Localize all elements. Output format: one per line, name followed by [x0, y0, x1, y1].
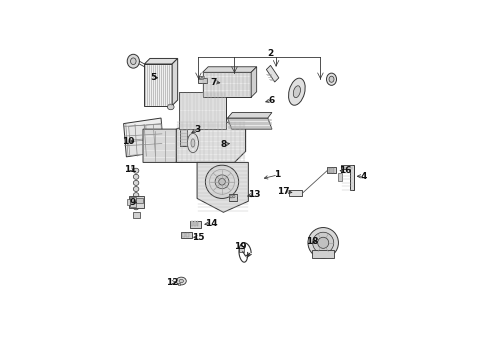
- Bar: [194, 221, 196, 226]
- Ellipse shape: [191, 139, 195, 147]
- Text: 8: 8: [220, 140, 226, 149]
- Bar: [179, 92, 226, 129]
- Bar: [181, 232, 192, 238]
- Ellipse shape: [308, 228, 339, 258]
- Ellipse shape: [133, 193, 139, 198]
- Text: 6: 6: [269, 95, 275, 104]
- Ellipse shape: [205, 165, 239, 198]
- Ellipse shape: [233, 195, 235, 198]
- Ellipse shape: [318, 237, 329, 248]
- Bar: [127, 199, 130, 205]
- Ellipse shape: [289, 78, 305, 105]
- Polygon shape: [146, 123, 162, 139]
- Ellipse shape: [187, 133, 198, 153]
- Polygon shape: [128, 140, 146, 156]
- Text: 16: 16: [339, 166, 352, 175]
- Ellipse shape: [133, 180, 139, 185]
- Text: 12: 12: [166, 278, 178, 287]
- Polygon shape: [145, 58, 178, 64]
- Bar: [190, 221, 201, 228]
- Text: 5: 5: [150, 73, 157, 82]
- Bar: [130, 197, 136, 207]
- Ellipse shape: [294, 86, 300, 98]
- Text: 1: 1: [274, 170, 281, 179]
- Bar: [136, 198, 143, 203]
- Polygon shape: [197, 162, 248, 212]
- Polygon shape: [227, 118, 272, 129]
- Text: 2: 2: [268, 49, 273, 58]
- Text: 7: 7: [211, 77, 217, 86]
- Ellipse shape: [133, 168, 139, 173]
- Polygon shape: [203, 72, 251, 97]
- Ellipse shape: [133, 186, 139, 192]
- Text: 4: 4: [360, 172, 367, 181]
- Ellipse shape: [199, 76, 201, 78]
- Bar: [289, 190, 302, 196]
- Ellipse shape: [133, 199, 139, 204]
- Text: 18: 18: [306, 237, 318, 246]
- Bar: [330, 168, 332, 173]
- Bar: [240, 248, 245, 252]
- Bar: [133, 212, 140, 218]
- Ellipse shape: [313, 232, 334, 253]
- Ellipse shape: [133, 205, 139, 210]
- Bar: [328, 168, 330, 173]
- Bar: [312, 250, 334, 258]
- Polygon shape: [227, 112, 272, 118]
- Ellipse shape: [326, 73, 337, 85]
- Bar: [333, 168, 334, 173]
- Ellipse shape: [130, 58, 136, 64]
- Text: 14: 14: [205, 219, 217, 228]
- Bar: [129, 195, 145, 208]
- Text: 10: 10: [122, 137, 134, 146]
- Ellipse shape: [329, 76, 334, 82]
- Ellipse shape: [201, 76, 203, 78]
- Bar: [182, 233, 185, 237]
- Polygon shape: [176, 120, 245, 162]
- Ellipse shape: [203, 76, 204, 78]
- Bar: [199, 76, 203, 79]
- Text: 11: 11: [124, 165, 137, 174]
- Bar: [198, 78, 207, 84]
- Text: 17: 17: [277, 187, 289, 196]
- Polygon shape: [267, 66, 279, 82]
- Text: 15: 15: [192, 233, 205, 242]
- Bar: [229, 195, 233, 198]
- Ellipse shape: [127, 54, 140, 68]
- Bar: [180, 129, 187, 146]
- Bar: [339, 173, 342, 181]
- Polygon shape: [128, 125, 146, 140]
- Bar: [178, 283, 180, 285]
- Polygon shape: [251, 67, 257, 97]
- Polygon shape: [172, 58, 178, 105]
- Ellipse shape: [176, 277, 186, 285]
- Bar: [197, 221, 198, 226]
- Bar: [186, 233, 189, 237]
- Ellipse shape: [215, 175, 229, 189]
- Bar: [327, 167, 336, 174]
- Ellipse shape: [179, 279, 183, 283]
- Text: 13: 13: [247, 190, 260, 199]
- Bar: [229, 194, 237, 201]
- Polygon shape: [203, 67, 257, 72]
- Polygon shape: [145, 64, 172, 105]
- Ellipse shape: [230, 195, 232, 198]
- Bar: [191, 221, 193, 226]
- Ellipse shape: [168, 104, 174, 110]
- Text: 3: 3: [194, 125, 200, 134]
- Text: 9: 9: [129, 198, 136, 207]
- Polygon shape: [146, 139, 162, 153]
- Ellipse shape: [219, 179, 225, 185]
- Polygon shape: [123, 118, 164, 157]
- Polygon shape: [143, 129, 179, 162]
- Text: 19: 19: [234, 242, 246, 251]
- Polygon shape: [341, 165, 354, 190]
- Ellipse shape: [133, 174, 139, 179]
